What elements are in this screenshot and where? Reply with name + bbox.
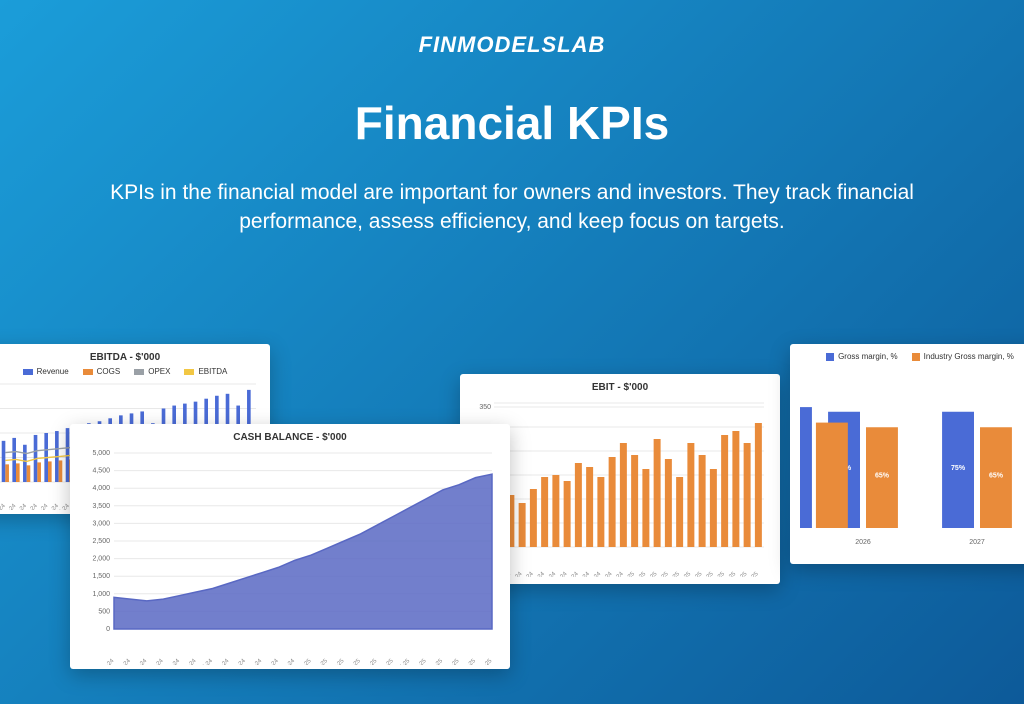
legend-item: EBITDA — [184, 367, 227, 376]
svg-text:2026: 2026 — [855, 539, 871, 546]
ebit-chart: 300350Jan-24Feb-24Mar-24Apr-24May-24Jun-… — [470, 397, 770, 577]
svg-text:350: 350 — [479, 404, 491, 411]
svg-text:Feb-25: Feb-25 — [311, 658, 329, 665]
svg-text:3,000: 3,000 — [92, 520, 110, 527]
svg-text:65%: 65% — [989, 473, 1004, 480]
svg-text:Nov-25: Nov-25 — [459, 658, 477, 665]
svg-text:2,000: 2,000 — [92, 556, 110, 563]
legend-item: Gross margin, % — [826, 352, 898, 361]
svg-text:500: 500 — [98, 608, 110, 615]
svg-text:Jul-24: Jul-24 — [198, 658, 214, 665]
svg-text:May-24: May-24 — [163, 658, 182, 665]
svg-text:0: 0 — [106, 626, 110, 633]
cash-chart-card: CASH BALANCE - $'000 0 500 1,000 1,500 2,000… — [70, 424, 510, 669]
svg-text:Sep-24: Sep-24 — [229, 658, 247, 665]
svg-text:Sep-25: Sep-25 — [426, 658, 444, 665]
ebit-title: EBIT - $'000 — [470, 382, 770, 393]
svg-text:1,000: 1,000 — [92, 591, 110, 598]
svg-text:4,000: 4,000 — [92, 485, 110, 492]
margin-chart-card: Gross margin, %Industry Gross margin, % … — [790, 344, 1024, 564]
legend-item: Industry Gross margin, % — [912, 352, 1014, 361]
svg-text:4,500: 4,500 — [92, 468, 110, 475]
svg-text:Jul-25: Jul-25 — [395, 658, 411, 665]
svg-text:3,500: 3,500 — [92, 503, 110, 510]
svg-text:Jan-25: Jan-25 — [295, 658, 313, 665]
svg-text:Mar-24: Mar-24 — [131, 658, 149, 665]
svg-text:Jan-24: Jan-24 — [98, 658, 116, 665]
svg-text:May-25: May-25 — [360, 658, 379, 665]
svg-text:Feb-24: Feb-24 — [114, 658, 132, 665]
svg-text:Aug-25: Aug-25 — [410, 658, 428, 665]
svg-text:Dec-24: Dec-24 — [278, 658, 296, 665]
cash-chart: 0 500 1,000 1,500 2,000 2,500 3,000 3,500 4,000 4… — [80, 447, 500, 665]
svg-text:2027: 2027 — [969, 539, 985, 546]
svg-text:Oct-25: Oct-25 — [444, 658, 461, 665]
svg-text:1,500: 1,500 — [92, 573, 110, 580]
page-title: Financial KPIs — [0, 96, 1024, 150]
svg-text:Mar-25: Mar-25 — [328, 658, 346, 665]
ebitda-legend: Revenue COGS OPEX EBITDA — [0, 367, 260, 376]
legend-item: Revenue — [23, 367, 69, 376]
legend-item: OPEX — [134, 367, 170, 376]
svg-text:Jun-24: Jun-24 — [180, 658, 198, 665]
legend-item: COGS — [83, 367, 121, 376]
svg-text:Oct-24: Oct-24 — [246, 658, 263, 665]
margin-chart: 75%65%202675%65%2027 — [800, 365, 1024, 550]
svg-text:Apr-25: Apr-25 — [345, 658, 362, 665]
ebitda-title: EBITDA - $'000 — [0, 352, 260, 363]
svg-text:Apr-24: Apr-24 — [148, 658, 165, 665]
svg-text:Aug-24: Aug-24 — [213, 658, 231, 665]
svg-text:5,000: 5,000 — [92, 450, 110, 457]
svg-text:65%: 65% — [875, 473, 890, 480]
svg-text:Jun-25: Jun-25 — [378, 658, 396, 665]
cash-title: CASH BALANCE - $'000 — [80, 432, 500, 443]
margin-legend: Gross margin, % Industry Gross margin, % — [800, 352, 1024, 361]
svg-text:Nov-24: Nov-24 — [262, 658, 280, 665]
svg-text:75%: 75% — [951, 465, 966, 472]
svg-text:Dec-25: Dec-25 — [475, 658, 493, 665]
brand-logo: FINMODELSLAB — [0, 0, 1024, 58]
svg-text:2,500: 2,500 — [92, 538, 110, 545]
charts-area: EBITDA - $'000 Revenue COGS OPEX EBITDA Jan… — [0, 324, 1024, 704]
page-subtitle: KPIs in the financial model are importan… — [102, 178, 922, 237]
